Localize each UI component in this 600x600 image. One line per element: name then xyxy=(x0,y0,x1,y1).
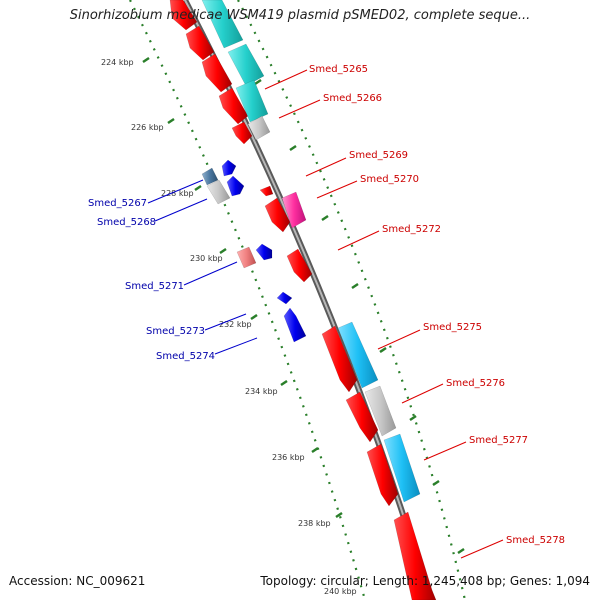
gene-arrow-reverse[interactable] xyxy=(226,175,245,197)
gene-arrow-forward[interactable] xyxy=(218,87,249,125)
gene-label-reverse[interactable]: Smed_5274 xyxy=(156,351,215,362)
gene-block-forward[interactable] xyxy=(364,385,397,437)
forward-strand-genes xyxy=(169,0,437,600)
gene-block-forward[interactable] xyxy=(281,191,307,229)
gene-arrow-reverse[interactable] xyxy=(255,243,273,261)
tick-label: 228 kbp xyxy=(161,189,194,198)
gene-block-forward[interactable] xyxy=(201,0,244,49)
tick-labels: 224 kbp 226 kbp 228 kbp 230 kbp 232 kbp … xyxy=(101,58,357,596)
tick-label: 240 kbp xyxy=(324,587,357,596)
gene-arrow-forward[interactable] xyxy=(366,443,399,507)
gene-arrow-reverse[interactable] xyxy=(276,291,293,305)
map-title: Sinorhizobium medicae WSM419 plasmid pSM… xyxy=(69,8,531,23)
gene-arrow-forward[interactable] xyxy=(393,511,437,600)
gene-arrow-forward[interactable] xyxy=(169,0,198,31)
gene-block-forward[interactable] xyxy=(235,79,269,123)
gene-label-forward[interactable]: Smed_5266 xyxy=(323,93,382,104)
reverse-gene-labels: Smed_5267 Smed_5268 Smed_5271 Smed_5273 … xyxy=(88,198,215,362)
gene-label-forward[interactable]: Smed_5278 xyxy=(506,535,565,546)
gene-label-forward[interactable]: Smed_5272 xyxy=(382,224,441,235)
tick-label: 224 kbp xyxy=(101,58,134,67)
gene-block-reverse[interactable] xyxy=(201,167,219,186)
gene-label-reverse[interactable]: Smed_5267 xyxy=(88,198,147,209)
gene-arrow-forward[interactable] xyxy=(201,53,233,93)
gene-arrow-forward[interactable] xyxy=(345,391,379,443)
gene-arrow-reverse[interactable] xyxy=(221,159,237,177)
gene-label-reverse[interactable]: Smed_5268 xyxy=(97,217,156,228)
forward-gene-labels: Smed_5265 Smed_5266 Smed_5269 Smed_5270 … xyxy=(309,64,565,546)
gene-label-forward[interactable]: Smed_5275 xyxy=(423,322,482,333)
tick-dashes xyxy=(142,56,465,555)
gene-arrow-forward[interactable] xyxy=(264,197,291,233)
gene-arrow-forward[interactable] xyxy=(231,121,253,145)
gene-block-forward[interactable] xyxy=(227,43,265,87)
reverse-strand-genes xyxy=(201,159,307,343)
inner-dotted-guide xyxy=(237,0,467,600)
tick-label: 230 kbp xyxy=(190,254,223,263)
gene-label-forward[interactable]: Smed_5269 xyxy=(349,150,408,161)
tick-label: 226 kbp xyxy=(131,123,164,132)
tick-guide-lines xyxy=(129,0,467,600)
accession-text: Accession: NC_009621 xyxy=(9,574,146,588)
forward-label-leaders xyxy=(264,69,504,559)
gene-label-reverse[interactable]: Smed_5271 xyxy=(125,281,184,292)
gene-arrow-forward[interactable] xyxy=(185,25,215,61)
reverse-label-leaders xyxy=(147,179,258,355)
tick-label: 232 kbp xyxy=(219,320,252,329)
tick-label: 236 kbp xyxy=(272,453,305,462)
gene-block-forward[interactable] xyxy=(337,321,379,389)
gene-label-forward[interactable]: Smed_5276 xyxy=(446,378,505,389)
gene-block-forward[interactable] xyxy=(383,433,421,503)
tick-label: 238 kbp xyxy=(298,519,331,528)
gene-arrow-forward[interactable] xyxy=(321,325,358,393)
tick-label: 234 kbp xyxy=(245,387,278,396)
gene-block-forward[interactable] xyxy=(247,115,271,141)
gene-block-reverse[interactable] xyxy=(236,246,257,269)
gene-arrow-reverse[interactable] xyxy=(283,307,307,343)
gene-label-forward[interactable]: Smed_5265 xyxy=(309,64,368,75)
genome-summary-text: Topology: circular; Length: 1,245,408 bp… xyxy=(260,574,590,588)
gene-arrow-forward[interactable] xyxy=(286,248,313,283)
gene-block-reverse[interactable] xyxy=(206,179,231,205)
gene-arrow-forward[interactable] xyxy=(259,185,274,197)
gene-label-forward[interactable]: Smed_5270 xyxy=(360,174,419,185)
gene-label-forward[interactable]: Smed_5277 xyxy=(469,435,528,446)
gene-label-reverse[interactable]: Smed_5273 xyxy=(146,326,205,337)
